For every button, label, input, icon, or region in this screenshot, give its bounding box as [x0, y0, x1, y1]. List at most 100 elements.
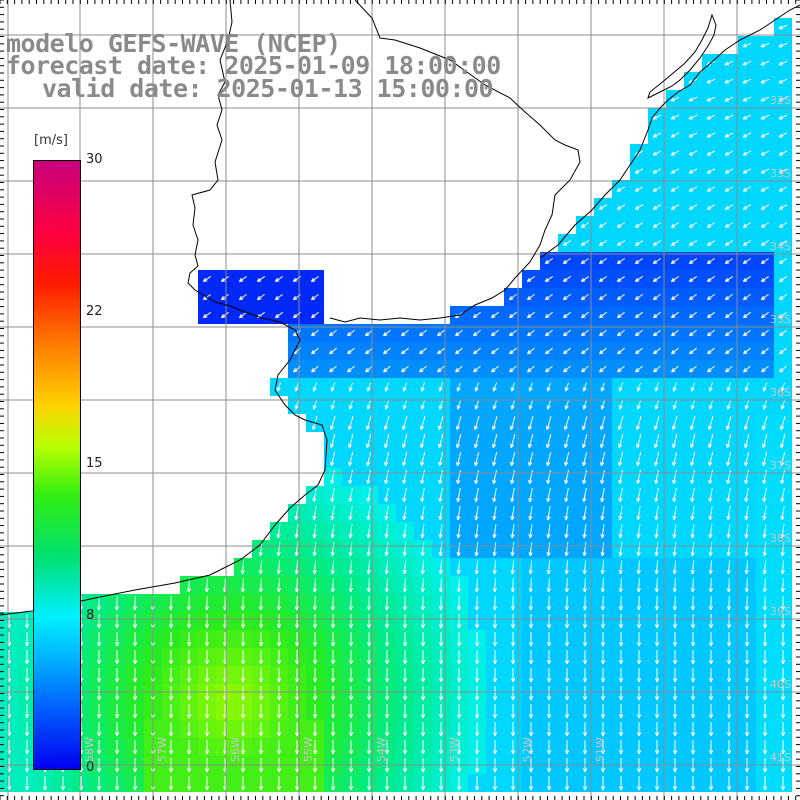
wind-arrow — [456, 506, 461, 521]
wind-arrow — [652, 168, 662, 174]
wind-arrow — [365, 365, 373, 373]
wind-arrow — [419, 347, 427, 355]
wind-arrow — [654, 668, 660, 683]
wind-arrow — [402, 613, 408, 629]
wind-arrow — [726, 452, 732, 467]
wind-arrow — [635, 434, 642, 449]
wind-arrow — [312, 722, 318, 737]
wind-arrow — [726, 400, 731, 410]
wind-arrow — [456, 523, 461, 539]
wind-arrow — [690, 632, 696, 647]
wind-arrow — [598, 204, 608, 210]
wind-arrow — [778, 276, 787, 283]
wind-arrow — [420, 541, 425, 557]
wind-arrow — [780, 470, 785, 485]
wind-arrow — [348, 632, 354, 647]
wind-arrow — [545, 347, 553, 355]
wind-arrow — [778, 150, 788, 156]
wind-arrow — [492, 470, 497, 485]
wind-arrow — [564, 506, 569, 521]
wind-arrow — [724, 132, 734, 138]
wind-arrow — [582, 776, 588, 791]
wind-arrow — [528, 452, 534, 467]
wind-arrow — [564, 776, 570, 791]
wind-arrow — [24, 740, 30, 755]
wind-arrow — [526, 329, 535, 337]
wind-arrow — [744, 523, 749, 539]
wind-arrow — [330, 470, 335, 485]
wind-arrow — [744, 613, 750, 629]
wind-arrow — [762, 704, 768, 719]
wind-arrow — [348, 382, 353, 392]
wind-arrow — [366, 577, 371, 593]
wind-arrow — [276, 382, 281, 392]
wind-arrow — [654, 506, 659, 521]
wind-arrow — [760, 293, 769, 301]
wind-arrow — [365, 347, 373, 355]
wind-arrow — [24, 704, 30, 719]
wind-arrow — [510, 541, 515, 557]
wind-arrow — [544, 311, 553, 319]
wind-arrow — [508, 311, 517, 319]
wind-arrow — [780, 704, 786, 719]
wind-arrow — [617, 416, 624, 431]
wind-arrow — [600, 722, 606, 737]
wind-arrow — [618, 382, 623, 392]
wind-arrow — [618, 740, 624, 755]
wind-arrow — [689, 416, 696, 431]
wind-arrow — [670, 96, 680, 102]
wind-arrow — [671, 365, 679, 373]
wind-arrow — [420, 722, 426, 737]
wind-arrow — [600, 470, 605, 485]
wind-arrow — [510, 613, 516, 629]
wind-arrow — [330, 613, 336, 629]
wind-arrow — [384, 452, 390, 467]
wind-arrow — [688, 311, 697, 319]
wind-arrow — [168, 776, 174, 791]
wind-arrow — [618, 668, 624, 683]
wind-arrow — [366, 613, 372, 629]
wind-arrow — [329, 347, 337, 355]
wind-arrow — [726, 776, 732, 791]
wind-arrow — [780, 559, 785, 575]
wind-arrow — [636, 470, 641, 485]
wind-arrow — [526, 293, 535, 301]
wind-arrow — [546, 523, 551, 539]
wind-arrow — [312, 506, 317, 521]
wind-arrow — [294, 668, 300, 683]
wind-arrow — [456, 632, 462, 647]
wind-arrow — [742, 150, 752, 156]
wind-arrow — [672, 470, 677, 485]
latitude-label: 32S — [770, 94, 791, 107]
wind-arrow — [744, 452, 750, 467]
wind-arrow — [96, 704, 102, 719]
wind-arrow — [618, 686, 624, 701]
wind-arrow — [204, 704, 210, 719]
wind-arrow — [778, 42, 788, 48]
wind-arrow — [563, 416, 570, 431]
wind-arrow — [762, 632, 768, 647]
wind-arrow — [114, 650, 120, 665]
wind-arrow — [348, 740, 354, 755]
wind-arrow — [726, 488, 731, 503]
wind-arrow — [562, 276, 571, 283]
wind-arrow — [456, 722, 462, 737]
wind-arrow — [168, 650, 174, 665]
wind-arrow — [132, 613, 138, 629]
wind-arrow — [742, 96, 752, 102]
wind-arrow — [294, 541, 299, 557]
wind-arrow — [726, 704, 732, 719]
wind-arrow — [708, 595, 714, 611]
wind-arrow — [240, 722, 246, 737]
wind-arrow — [618, 704, 624, 719]
wind-arrow — [474, 523, 479, 539]
wind-arrow — [672, 668, 678, 683]
wind-arrow — [220, 311, 229, 319]
wind-arrow — [544, 276, 553, 283]
wind-arrow — [780, 488, 785, 503]
wind-arrow — [402, 523, 407, 539]
wind-arrow — [438, 650, 444, 665]
wind-arrow — [670, 204, 680, 210]
wind-arrow — [132, 595, 138, 611]
wind-arrow — [544, 329, 553, 337]
